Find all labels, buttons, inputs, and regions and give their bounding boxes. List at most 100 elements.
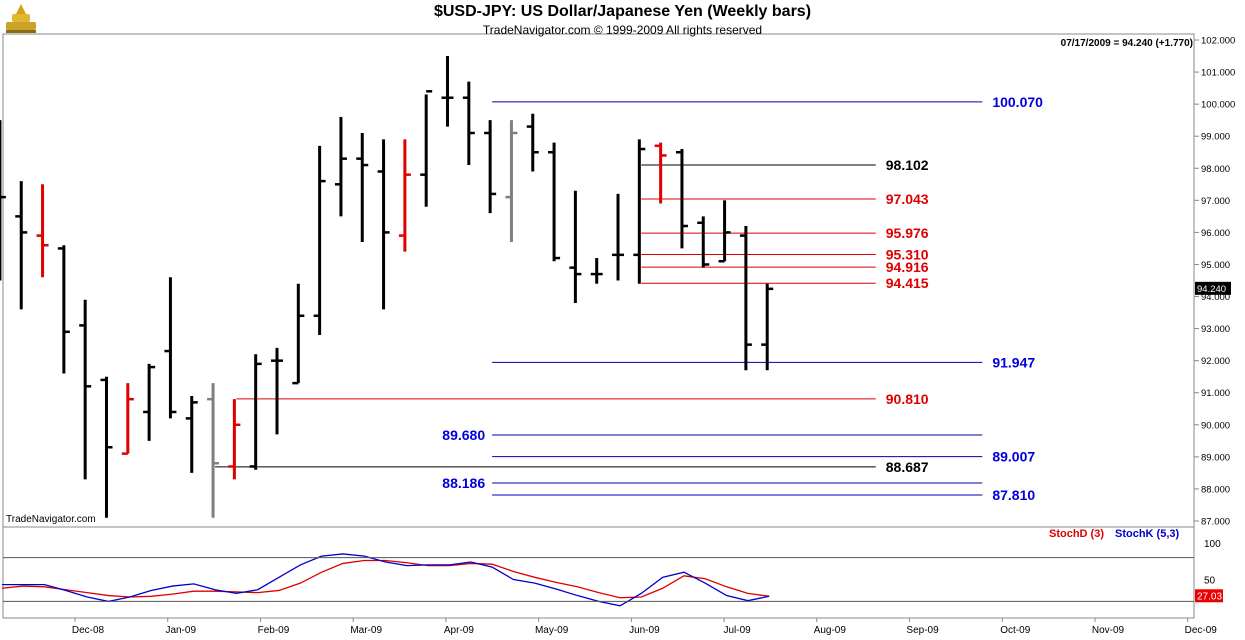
y-tick-label: 93.000: [1201, 324, 1230, 335]
price-panel: [2, 33, 1195, 528]
level-label: 88.687: [886, 459, 929, 475]
stochastic-axis: 50 100: [3, 539, 1221, 602]
level-label: 87.810: [992, 487, 1035, 503]
y-tick-label: 89.000: [1201, 452, 1230, 463]
price-axis: 87.000 88.000 89.000 90.000 91.000 92.000 93.0…: [1194, 36, 1235, 528]
last-price-tag-label: 94.240: [1197, 284, 1226, 295]
price-bar: [271, 347, 283, 435]
stochastic-lines: [1, 553, 770, 607]
price-bar: [548, 142, 561, 262]
x-tick-label: Dec-09: [1185, 625, 1218, 636]
level-label: 95.976: [886, 225, 929, 241]
y-tick-label: 98.000: [1201, 164, 1230, 175]
price-bar: [334, 116, 347, 217]
price-bar: [718, 200, 731, 263]
level-label: 94.916: [886, 259, 929, 275]
x-tick-label: Mar-09: [350, 625, 382, 636]
level-label: 88.186: [442, 475, 485, 491]
price-bar: [292, 283, 305, 385]
price-bar: [15, 181, 28, 310]
tradenavigator-logo-icon: [6, 4, 36, 33]
x-tick-label: Dec-08: [72, 625, 105, 636]
stoch-tick-label: 50: [1204, 576, 1216, 587]
level-label: 89.680: [442, 427, 485, 443]
x-tick-label: Sep-09: [906, 625, 939, 636]
y-tick-label: 96.000: [1201, 228, 1230, 239]
price-bar: [484, 120, 497, 214]
price-bar: [526, 113, 539, 172]
price-bar: [100, 376, 113, 518]
price-bar: [761, 283, 774, 371]
price-bar: [633, 139, 646, 284]
x-tick-label: Jan-09: [165, 625, 196, 636]
watermark-text: TradeNavigator.com: [6, 514, 96, 525]
x-tick-label: Nov-09: [1092, 625, 1125, 636]
legend-stoch-d: StochD (3): [1049, 528, 1104, 540]
price-bar: [612, 193, 625, 281]
y-tick-label: 97.000: [1201, 196, 1230, 207]
last-stoch-tag-label: 27.03: [1197, 591, 1222, 602]
x-tick-label: Apr-09: [444, 625, 474, 636]
y-tick-label: 95.000: [1201, 260, 1230, 271]
chart-subtitle: TradeNavigator.com © 1999-2009 All right…: [482, 23, 763, 37]
y-tick-label: 87.000: [1201, 517, 1230, 528]
price-bar: [654, 142, 667, 204]
level-label: 95.310: [886, 247, 929, 263]
levels-layer: 100.070 98.102 97.043 95.976 95.31094.91694.…: [215, 94, 1043, 503]
last-value-tags: 94.240 27.03: [1195, 281, 1231, 603]
price-bar: [505, 120, 518, 243]
level-label: 94.415: [886, 275, 929, 291]
level-label: 98.102: [886, 157, 929, 173]
price-bar: [462, 81, 475, 166]
price-bar: [356, 132, 369, 243]
price-bars: [0, 56, 774, 518]
level-label: 97.043: [886, 191, 929, 207]
price-bar: [164, 277, 177, 419]
price-bar: [675, 149, 688, 249]
last-price-tag: [1195, 281, 1231, 295]
price-bar: [569, 190, 582, 303]
price-bar: [0, 120, 6, 281]
price-bar: [143, 363, 156, 441]
chart-title: $USD-JPY: US Dollar/Japanese Yen (Weekly…: [433, 3, 812, 20]
y-tick-label: 91.000: [1201, 388, 1230, 399]
legend-stoch-k: StochK (5,3): [1115, 528, 1180, 540]
price-bar: [207, 383, 220, 518]
x-tick-label: Aug-09: [814, 625, 847, 636]
x-tick-label: Oct-09: [1000, 625, 1030, 636]
price-bar: [313, 145, 326, 336]
y-tick-label: 88.000: [1201, 484, 1230, 495]
price-bar: [441, 56, 454, 127]
level-label: 91.947: [992, 354, 1035, 370]
date-axis: Dec-08 Jan-09 Feb-09 Mar-09 Apr-09 May-09 Jun-…: [72, 618, 1217, 636]
y-tick-label: 92.000: [1201, 356, 1230, 367]
x-tick-label: Jul-09: [723, 625, 751, 636]
stoch-series-line: [1, 553, 770, 607]
price-bar: [185, 395, 198, 473]
stochastic-panel: [2, 526, 1195, 619]
stoch-tick-label: 100: [1204, 539, 1221, 550]
price-bar: [79, 299, 92, 480]
price-bar: [398, 139, 411, 252]
y-tick-label: 100.000: [1201, 100, 1235, 111]
price-bar: [57, 245, 70, 374]
price-bar: [121, 383, 134, 455]
last-stoch-tag: [1195, 589, 1223, 603]
price-bar: [697, 216, 710, 268]
level-label: 90.810: [886, 391, 929, 407]
x-tick-label: Jun-09: [629, 625, 660, 636]
level-label: 100.070: [992, 94, 1043, 110]
price-bar: [36, 184, 49, 278]
x-tick-label: Feb-09: [258, 625, 290, 636]
level-label: 89.007: [992, 449, 1035, 465]
y-tick-label: 102.000: [1201, 36, 1235, 47]
y-tick-label: 94.000: [1201, 292, 1230, 303]
last-quote-text: 07/17/2009 = 94.240 (+1.770): [1060, 38, 1193, 49]
price-bar: [228, 399, 241, 480]
y-tick-label: 99.000: [1201, 132, 1230, 143]
price-bar: [377, 139, 390, 310]
y-tick-label: 90.000: [1201, 420, 1230, 431]
y-tick-label: 101.000: [1201, 68, 1235, 79]
price-bar: [739, 225, 752, 371]
